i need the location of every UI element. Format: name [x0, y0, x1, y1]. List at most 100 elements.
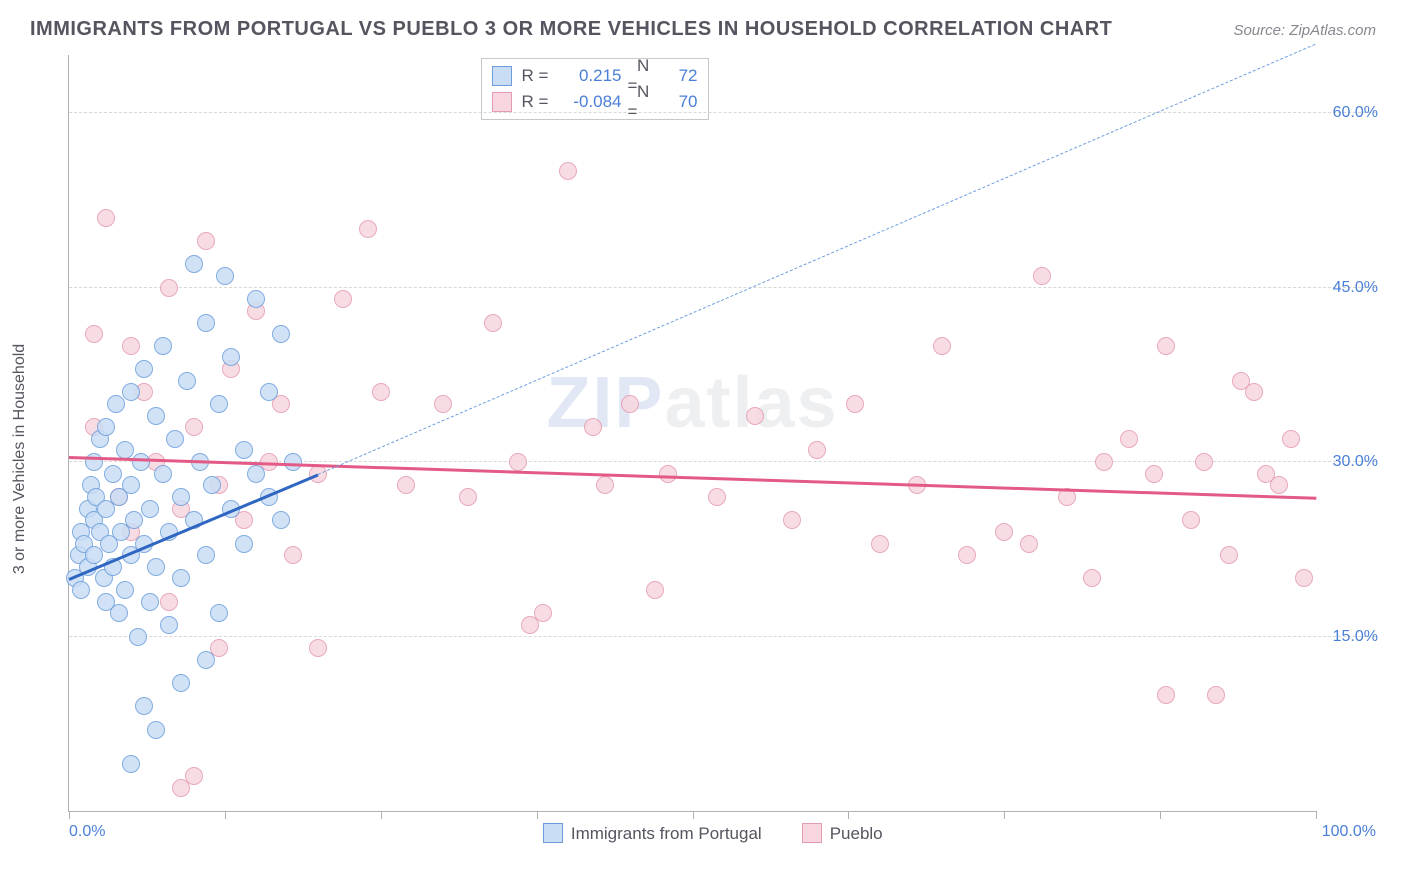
series1-point	[210, 395, 228, 413]
stats-legend-box: R = 0.215 N = 72 R = -0.084 N = 70	[481, 58, 709, 120]
series2-r-value: -0.084	[562, 92, 622, 112]
series2-point	[1182, 511, 1200, 529]
series1-r-value: 0.215	[562, 66, 622, 86]
series2-point	[1033, 267, 1051, 285]
n-label: N =	[628, 82, 662, 122]
series1-swatch-icon	[492, 66, 512, 86]
series2-point	[1083, 569, 1101, 587]
series1-point	[147, 407, 165, 425]
gridline	[69, 287, 1376, 288]
series2-point	[534, 604, 552, 622]
series2-swatch-icon	[492, 92, 512, 112]
series1-point	[235, 535, 253, 553]
bottom-legend: Immigrants from Portugal Pueblo	[543, 823, 883, 844]
series2-point	[185, 767, 203, 785]
legend-item-series2: Pueblo	[802, 823, 883, 844]
watermark-zip: ZIP	[546, 363, 664, 443]
series2-point	[397, 476, 415, 494]
y-tick-label: 45.0%	[1333, 279, 1378, 297]
series1-point	[272, 325, 290, 343]
series2-point	[1220, 546, 1238, 564]
series2-point	[783, 511, 801, 529]
series2-point	[808, 441, 826, 459]
series2-point	[1282, 430, 1300, 448]
series1-point	[141, 593, 159, 611]
series1-point	[222, 348, 240, 366]
series2-point	[1095, 453, 1113, 471]
series1-point	[172, 674, 190, 692]
series1-point	[107, 395, 125, 413]
x-tick	[1160, 811, 1161, 819]
series1-point	[197, 314, 215, 332]
series1-point	[284, 453, 302, 471]
series2-point	[1157, 686, 1175, 704]
series1-point	[141, 500, 159, 518]
series2-point	[846, 395, 864, 413]
r-label: R =	[522, 66, 556, 86]
series2-point	[97, 209, 115, 227]
x-tick	[1004, 811, 1005, 819]
series1-point	[125, 511, 143, 529]
series2-point	[1020, 535, 1038, 553]
gridline	[69, 112, 1376, 113]
series2-point	[1270, 476, 1288, 494]
series2-point	[122, 337, 140, 355]
series2-point	[160, 593, 178, 611]
series1-swatch-icon	[543, 823, 563, 843]
series1-point	[247, 465, 265, 483]
series2-point	[185, 418, 203, 436]
series2-point	[284, 546, 302, 564]
plot-region: ZIPatlas R = 0.215 N = 72 R = -0.084 N =…	[68, 55, 1316, 812]
series2-point	[871, 535, 889, 553]
chart-title: IMMIGRANTS FROM PORTUGAL VS PUEBLO 3 OR …	[30, 18, 1112, 41]
series1-point	[135, 360, 153, 378]
gridline	[69, 636, 1376, 637]
series2-point	[434, 395, 452, 413]
x-axis-min-label: 0.0%	[69, 823, 105, 841]
series2-point	[596, 476, 614, 494]
series2-swatch-icon	[802, 823, 822, 843]
y-tick-label: 30.0%	[1333, 453, 1378, 471]
x-tick	[1316, 811, 1317, 819]
series2-point	[197, 232, 215, 250]
x-tick	[381, 811, 382, 819]
series2-point	[621, 395, 639, 413]
series1-name: Immigrants from Portugal	[571, 824, 762, 843]
y-tick-label: 60.0%	[1333, 104, 1378, 122]
series2-point	[559, 162, 577, 180]
series1-point	[172, 569, 190, 587]
series1-point	[197, 546, 215, 564]
series2-point	[1120, 430, 1138, 448]
series2-point	[459, 488, 477, 506]
series1-trendline-extrapolated	[318, 43, 1316, 474]
series1-point	[260, 383, 278, 401]
series2-point	[309, 639, 327, 657]
series1-point	[166, 430, 184, 448]
series1-point	[178, 372, 196, 390]
series2-point	[1245, 383, 1263, 401]
series2-point	[372, 383, 390, 401]
y-tick-label: 15.0%	[1333, 628, 1378, 646]
series1-point	[147, 721, 165, 739]
series1-point	[147, 558, 165, 576]
series1-point	[247, 290, 265, 308]
series2-point	[1295, 569, 1313, 587]
series1-point	[116, 581, 134, 599]
series2-point	[509, 453, 527, 471]
series2-point	[746, 407, 764, 425]
series2-point	[85, 325, 103, 343]
series2-point	[659, 465, 677, 483]
series2-n-value: 70	[668, 92, 698, 112]
series1-point	[203, 476, 221, 494]
series2-name: Pueblo	[830, 824, 883, 843]
series1-point	[122, 755, 140, 773]
legend-item-series1: Immigrants from Portugal	[543, 823, 762, 844]
series2-point	[584, 418, 602, 436]
x-tick	[69, 811, 70, 819]
x-tick	[225, 811, 226, 819]
series2-point	[160, 279, 178, 297]
series1-point	[216, 267, 234, 285]
series2-point	[995, 523, 1013, 541]
watermark-atlas: atlas	[664, 363, 838, 443]
series1-point	[132, 453, 150, 471]
